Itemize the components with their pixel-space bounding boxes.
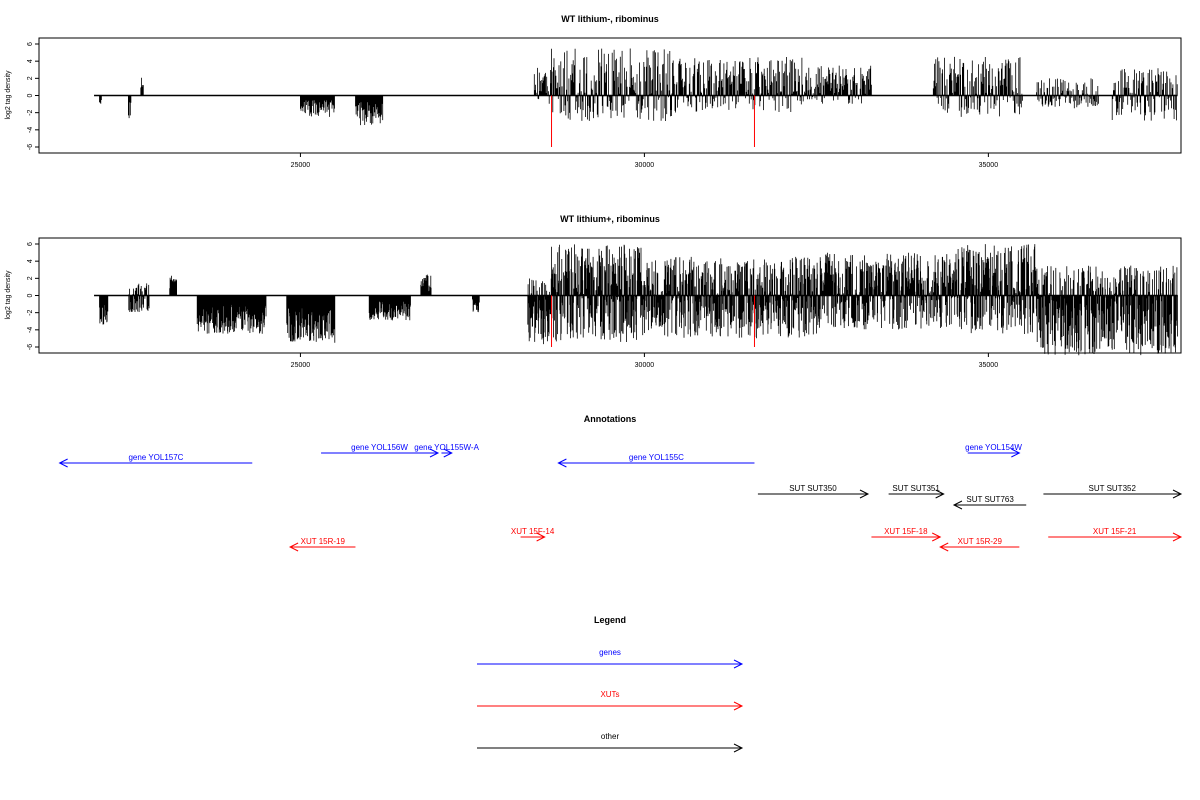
y-axis: -6 -4 -2 0 2 4 6	[27, 42, 39, 150]
panel-title: WT lithium+, ribominus	[560, 214, 660, 224]
reference-lines	[551, 295, 755, 347]
annotation-feature: gene YOL157C	[58, 453, 253, 468]
feature-arrowhead	[859, 489, 870, 499]
legend-entry: genes	[477, 648, 744, 669]
feature-label: SUT SUT763	[966, 495, 1014, 504]
feature-label: SUT SUT350	[789, 484, 837, 493]
feature-label: gene YOL154W	[965, 443, 1022, 452]
legend-arrowhead	[733, 701, 744, 711]
feature-arrowhead	[443, 448, 453, 458]
y-tick-label: 4	[27, 259, 34, 263]
feature-label: XUT 15F-21	[1093, 527, 1137, 536]
legend-arrowhead	[733, 743, 744, 753]
legend-entry: XUTs	[477, 690, 744, 711]
density-bar-path	[99, 244, 1178, 356]
x-tick-label: 30000	[635, 162, 655, 169]
y-tick-label: 6	[27, 242, 34, 246]
feature-label: SUT SUT351	[892, 484, 940, 493]
y-tick-label: 6	[27, 42, 34, 46]
density-bars	[99, 48, 1178, 126]
y-tick-label: -2	[27, 309, 34, 315]
annotation-feature: XUT 15F-21	[1048, 527, 1183, 542]
annotation-feature: XUT 15F-14	[511, 527, 555, 542]
feature-label: XUT 15F-18	[884, 527, 928, 536]
feature-arrowhead	[1011, 448, 1021, 458]
annotation-feature: SUT SUT351	[888, 484, 945, 499]
legend-title: Legend	[594, 615, 626, 625]
density-bars	[99, 244, 1178, 356]
legend: Legend genes XUTs other	[477, 615, 744, 753]
feature-label: gene YOL155W-A	[414, 443, 479, 452]
feature-arrowhead	[536, 532, 546, 542]
annotation-feature: gene YOL155C	[557, 453, 755, 468]
annotations-title: Annotations	[584, 414, 637, 424]
feature-arrowhead	[935, 489, 945, 499]
x-tick-label: 35000	[979, 362, 999, 369]
legend-label: other	[601, 732, 620, 741]
feature-label: XUT 15R-19	[301, 537, 346, 546]
feature-arrowhead	[429, 448, 440, 458]
legend-label: XUTs	[600, 690, 619, 699]
y-axis: -6 -4 -2 0 2 4 6	[27, 242, 39, 350]
feature-arrowhead	[288, 542, 299, 552]
panel-title: WT lithium-, ribominus	[561, 14, 659, 24]
legend-entries: genes XUTs other	[477, 648, 744, 753]
density-panel-lithium-plus: WT lithium+, ribominus log2 tag density …	[5, 214, 1182, 369]
x-tick-label: 30000	[635, 362, 655, 369]
y-tick-label: 0	[27, 93, 34, 97]
x-axis: 25000 30000 35000	[291, 153, 999, 169]
annotation-feature: SUT SUT350	[757, 484, 870, 499]
feature-label: gene YOL156W	[351, 443, 408, 452]
density-panel-lithium-minus: WT lithium-, ribominus log2 tag density …	[5, 14, 1182, 169]
feature-label: XUT 15F-14	[511, 527, 555, 536]
y-tick-label: 4	[27, 59, 34, 63]
annotation-feature: XUT 15R-29	[939, 537, 1020, 552]
annotation-feature: gene YOL156W	[321, 443, 440, 458]
annotation-feature: XUT 15F-18	[871, 527, 942, 542]
x-axis: 25000 30000 35000	[291, 353, 999, 369]
feature-arrowhead	[1172, 489, 1183, 499]
annotation-features: gene YOL157C gene YOL156W gene YOL155W-A ge…	[58, 443, 1183, 552]
feature-label: gene YOL155C	[629, 453, 684, 462]
y-axis-label: log2 tag density	[5, 70, 12, 120]
density-bar-path	[99, 48, 1178, 126]
y-tick-label: -6	[27, 344, 34, 350]
feature-label: XUT 15R-29	[958, 537, 1003, 546]
feature-arrowhead	[58, 458, 68, 468]
y-tick-label: -4	[27, 127, 34, 133]
annotation-feature: SUT SUT352	[1043, 484, 1183, 499]
annotation-feature: gene YOL155W-A	[414, 443, 480, 458]
feature-arrowhead	[952, 500, 963, 510]
feature-arrowhead	[557, 458, 567, 468]
y-tick-label: -4	[27, 327, 34, 333]
y-tick-label: -2	[27, 109, 34, 115]
x-tick-label: 25000	[291, 362, 311, 369]
reference-lines	[551, 95, 755, 147]
x-tick-label: 35000	[979, 162, 999, 169]
feature-arrowhead	[939, 542, 949, 552]
x-tick-label: 25000	[291, 162, 311, 169]
y-tick-label: 2	[27, 276, 34, 280]
feature-arrowhead	[931, 532, 942, 542]
y-tick-label: 2	[27, 76, 34, 80]
y-tick-label: 0	[27, 293, 34, 297]
legend-label: genes	[599, 648, 621, 657]
legend-entry: other	[477, 732, 744, 753]
annotation-feature: gene YOL154W	[965, 443, 1022, 458]
y-axis-label: log2 tag density	[5, 270, 12, 320]
annotation-feature: SUT SUT763	[952, 495, 1027, 510]
feature-label: gene YOL157C	[128, 453, 183, 462]
legend-arrowhead	[733, 659, 744, 669]
y-tick-label: -6	[27, 144, 34, 150]
annotation-feature: XUT 15R-19	[288, 537, 356, 552]
feature-label: SUT SUT352	[1088, 484, 1136, 493]
feature-arrowhead	[1172, 532, 1183, 542]
